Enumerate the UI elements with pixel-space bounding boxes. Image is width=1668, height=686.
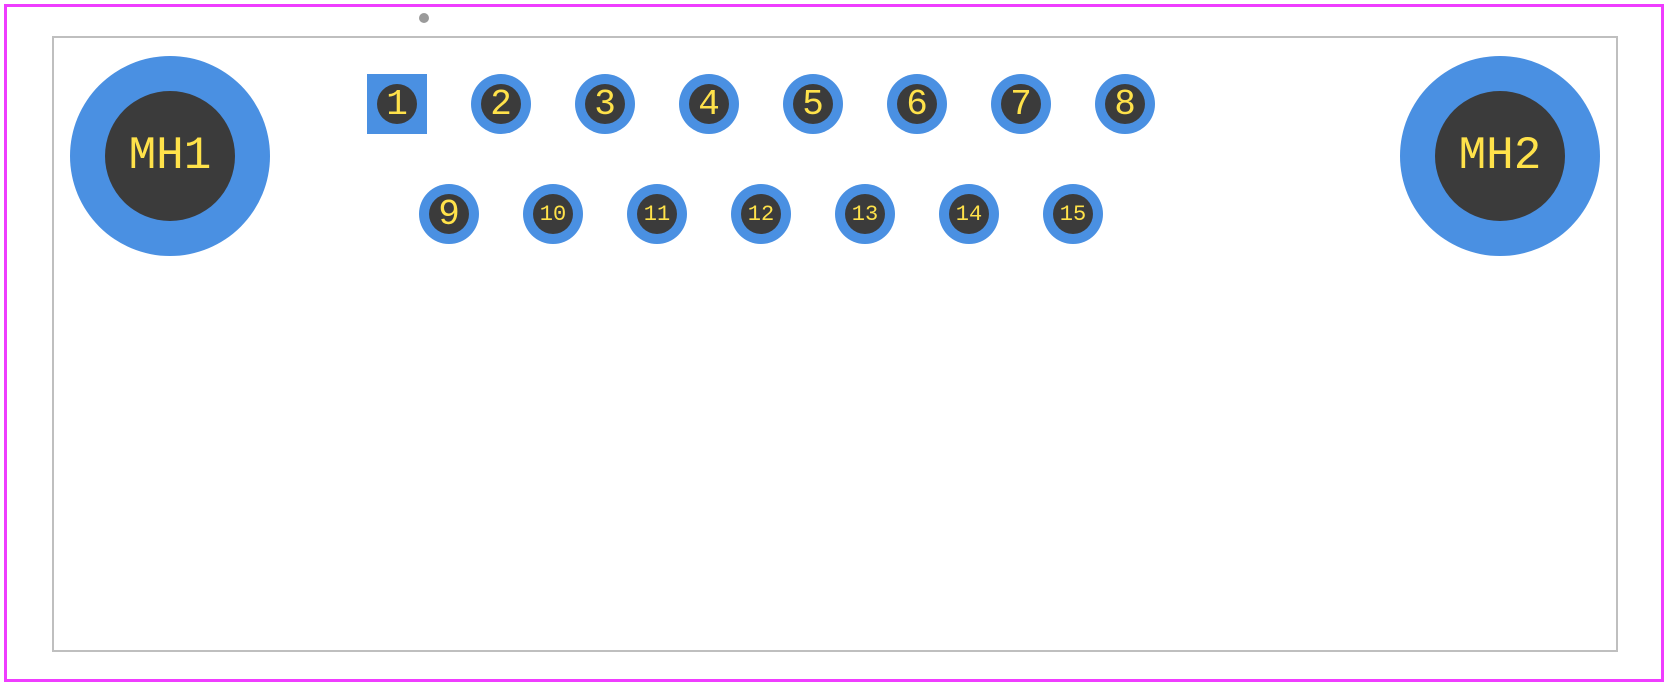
pad-6: 6: [887, 74, 947, 134]
pad-label: 15: [1060, 202, 1086, 227]
pad-2: 2: [471, 74, 531, 134]
pad-label: 11: [644, 202, 670, 227]
pad-label: MH1: [129, 130, 212, 182]
pad-12: 12: [731, 184, 791, 244]
pad-7: 7: [991, 74, 1051, 134]
pad-mh2: MH2: [1400, 56, 1600, 256]
pad-label: 7: [1010, 84, 1032, 125]
pad-8: 8: [1095, 74, 1155, 134]
pad-label: 1: [386, 84, 408, 125]
origin-marker-icon: [419, 13, 429, 23]
pad-label: 10: [540, 202, 566, 227]
pad-label: 5: [802, 84, 824, 125]
pad-label: 12: [748, 202, 774, 227]
pad-label: 9: [438, 194, 460, 235]
pad-10: 10: [523, 184, 583, 244]
pad-mh1: MH1: [70, 56, 270, 256]
pad-5: 5: [783, 74, 843, 134]
pad-label: 13: [852, 202, 878, 227]
pad-14: 14: [939, 184, 999, 244]
pad-15: 15: [1043, 184, 1103, 244]
pad-label: MH2: [1459, 130, 1542, 182]
pad-label: 14: [956, 202, 982, 227]
pad-label: 6: [906, 84, 928, 125]
pad-3: 3: [575, 74, 635, 134]
pad-13: 13: [835, 184, 895, 244]
pad-label: 2: [490, 84, 512, 125]
pad-4: 4: [679, 74, 739, 134]
pad-11: 11: [627, 184, 687, 244]
pad-9: 9: [419, 184, 479, 244]
pad-label: 3: [594, 84, 616, 125]
pad-1: 1: [367, 74, 427, 134]
pad-label: 8: [1114, 84, 1136, 125]
pad-label: 4: [698, 84, 720, 125]
